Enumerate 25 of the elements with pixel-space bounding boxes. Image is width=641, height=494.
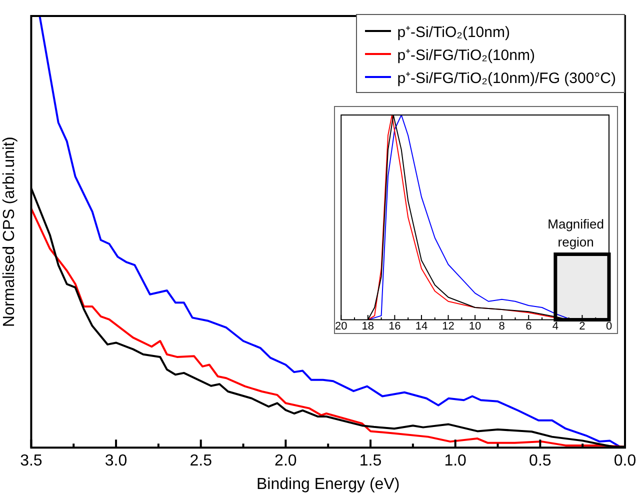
y-axis-title: Normalised CPS (arbi.unit) [1,136,18,327]
x-tick-label: 1.5 [359,452,382,470]
x-tick-label: 6 [526,320,532,332]
x-tick-label: 2.0 [274,452,297,470]
legend-label: p⁺-Si/TiO₂(10nm) [397,22,510,40]
x-tick-label: 0.0 [614,452,636,470]
x-axis-title: Binding Energy (eV) [256,476,400,493]
x-tick-label: 12 [442,320,454,332]
band-label: Magnified region [548,216,604,250]
x-tick-label: 3.5 [20,452,42,470]
x-tick-label: 0.5 [529,452,552,470]
x-tick-label: 2 [579,320,586,332]
x-tick-label: 14 [415,320,428,332]
legend-label: p⁺-Si/FG/TiO₂(10nm) [397,46,535,64]
x-tick-label: 16 [388,320,401,332]
x-tick-label: 10 [468,320,482,332]
x-tick-label: 8 [498,320,505,332]
x-tick-label: 4 [552,320,558,332]
x-tick-label: 3.0 [104,452,128,470]
x-tick-label: 0 [606,320,612,332]
x-tick-label: 1.0 [444,452,467,470]
x-tick-label: 18 [362,320,374,332]
x-tick-label: 2.5 [190,452,212,470]
legend-label: p⁺-Si/FG/TiO₂(10nm)/FG (300°C) [397,68,616,86]
x-tick-label: 20 [334,320,348,332]
